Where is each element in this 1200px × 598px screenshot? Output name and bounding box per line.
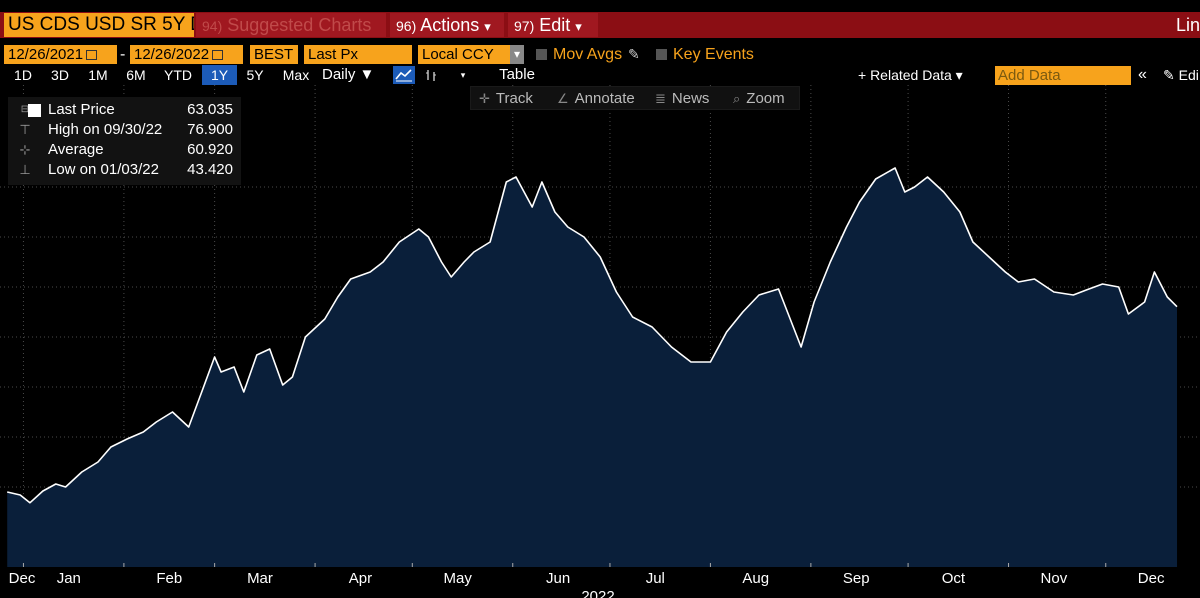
magnifier-icon: ⌕ [733,91,741,106]
chart-legend: ⊟ Last Price 63.035 ⊤ High on 09/30/22 7… [8,97,241,185]
collapse-minus-icon[interactable]: ⊟ [20,104,30,115]
range-button-1d[interactable]: 1D [14,67,32,83]
collapse-icon[interactable]: « [1138,66,1147,83]
suggested-charts-menu[interactable]: 94) Suggested Charts [196,13,386,37]
annotate-button[interactable]: ∠ Annotate [557,87,635,111]
edit-menu[interactable]: 97) Edit ▾ [508,13,598,37]
currency-value: Local CCY [422,46,494,63]
actions-menu[interactable]: 96) Actions ▾ [390,13,504,37]
range-toolbar: 1D 3D 1M 6M YTD 1Y 5Y Max Daily ▼ ▾ Tabl… [0,65,1200,85]
end-date-field[interactable]: 12/26/2022 [130,45,243,64]
legend-value: 76.900 [187,121,233,138]
news-label: News [671,90,710,107]
x-tick-label: Oct [941,570,966,587]
key-events-label[interactable]: Key Events [673,46,754,63]
key-events-checkbox[interactable] [656,49,667,60]
range-button-3d[interactable]: 3D [51,67,69,83]
mov-avgs-label[interactable]: Mov Avgs [553,46,623,63]
range-button-ytd[interactable]: YTD [164,67,192,83]
legend-label: Average [48,141,104,158]
calendar-icon[interactable] [86,50,98,61]
x-tick-label: Jun [546,570,571,587]
average-marker-icon: ⊹ [19,142,31,157]
range-button-1m[interactable]: 1M [88,67,108,83]
legend-label: Low on 01/03/22 [48,161,159,178]
edit-number: 97) [514,18,535,34]
legend-label: Last Price [48,101,115,118]
chart-toolbar: ✛ Track ∠ Annotate ≣ News ⌕ Zoom [470,86,800,110]
crosshair-icon: ✛ [479,91,490,106]
suggested-charts-number: 94) [202,18,223,34]
legend-value: 60.920 [187,141,233,158]
x-axis-ticks [22,563,1107,567]
x-tick-label: Jul [645,570,665,587]
x-tick-label: Sep [842,570,870,587]
start-date-value: 12/26/2021 [8,46,84,63]
annotate-label: Annotate [574,90,635,107]
legend-low: ⊥ Low on 01/03/22 43.420 [8,160,241,180]
legend-average: ⊹ Average 60.920 [8,140,241,160]
price-series-line [7,167,1178,504]
start-date-field[interactable]: 12/26/2021 [4,45,117,64]
actions-number: 96) [396,18,417,34]
add-data-input[interactable] [995,66,1131,85]
low-marker-icon: ⊥ [19,162,31,177]
x-axis-year-label: 2022 [581,588,615,598]
news-icon: ≣ [655,91,666,106]
x-tick-label: Jan [56,570,81,587]
actions-caret-icon: ▾ [484,19,491,34]
x-tick-label: Apr [348,570,373,587]
range-button-5y[interactable]: 5Y [246,67,264,83]
range-button-max[interactable]: Max [282,67,310,83]
x-tick-label: Nov [1040,570,1068,587]
chevron-down-icon[interactable]: ▾ [510,45,524,64]
high-marker-icon: ⊤ [19,122,31,137]
zoom-button[interactable]: ⌕ Zoom [733,87,785,111]
legend-value: 63.035 [187,101,233,118]
actions-label: Actions [420,15,480,35]
related-data-button[interactable]: + Related Data ▾ [858,67,963,83]
legend-last-price[interactable]: ⊟ Last Price 63.035 [8,100,241,120]
chart-type-dropdown-icon[interactable]: ▾ [460,70,466,80]
line-chart-icon[interactable] [393,66,415,84]
chart-type-label[interactable]: Lin [1175,15,1200,35]
legend-value: 43.420 [187,161,233,178]
x-tick-label: Mar [247,570,273,587]
pencil-icon[interactable]: ✎ [628,46,640,62]
bar-chart-icon[interactable] [420,66,442,84]
range-button-1y[interactable]: 1Y [202,65,237,85]
date-separator: - [120,46,126,63]
title-bar: US CDS USD SR 5Y D14 Corp 94) Suggested … [0,12,1200,38]
edit-label: Edit [539,15,571,35]
legend-label: High on 09/30/22 [48,121,163,138]
price-area [7,168,1178,567]
track-button[interactable]: ✛ Track [479,87,533,111]
x-tick-label: May [443,570,472,587]
x-tick-label: Dec [8,570,36,587]
edit-caret-icon: ▾ [575,19,582,34]
field-selector[interactable]: Last Px [304,45,412,64]
end-date-value: 12/26/2022 [134,46,210,63]
frequency-selector[interactable]: Daily ▼ [322,66,375,83]
edit-chart-button[interactable]: ✎ Edi [1163,67,1199,83]
x-tick-label: Feb [156,570,183,587]
mov-avgs-checkbox[interactable] [536,49,547,60]
annotate-icon: ∠ [557,91,569,106]
suggested-charts-label: Suggested Charts [227,15,372,35]
news-button[interactable]: ≣ News [655,87,709,111]
range-button-6m[interactable]: 6M [126,67,146,83]
x-tick-label: Aug [742,570,770,587]
legend-high: ⊤ High on 09/30/22 76.900 [8,120,241,140]
zoom-label: Zoom [746,90,785,107]
calendar-icon[interactable] [212,50,224,61]
source-field[interactable]: BEST [250,45,298,64]
series-swatch-icon [28,104,41,117]
currency-selector[interactable]: Local CCY ▾ [418,45,524,64]
security-title[interactable]: US CDS USD SR 5Y D14 Corp [4,13,194,37]
table-button[interactable]: Table [499,66,535,83]
x-tick-label: Dec [1137,570,1165,587]
track-label: Track [495,90,533,107]
